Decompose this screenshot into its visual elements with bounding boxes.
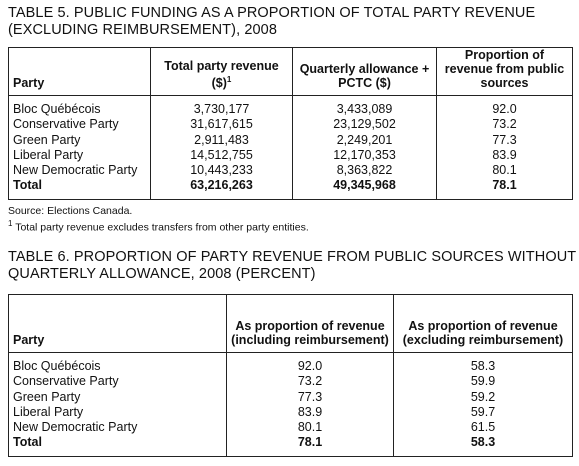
header-label: Party — [13, 333, 45, 347]
table-row: Green Party 2,911,483 2,249,201 77.3 — [9, 132, 573, 148]
cell-value: 23,129,502 — [292, 117, 437, 133]
cell-value: 83.9 — [226, 404, 394, 421]
table-row: New Democratic Party 80.1 61.5 — [9, 420, 573, 436]
cell-value: 77.3 — [436, 132, 573, 148]
table-body: Bloc Québécois 92.0 58.3 Conservative Party… — [9, 352, 573, 457]
table-row: Conservative Party 73.2 59.9 — [9, 374, 573, 390]
column-header: As proportion of revenue (including reim… — [226, 294, 394, 353]
table-row: Bloc Québécois 92.0 58.3 — [9, 352, 573, 375]
footnote: 1 Total party revenue excludes transfers… — [8, 219, 309, 234]
title-line: TABLE 6. PROPORTION OF PARTY REVENUE FRO… — [8, 249, 577, 265]
cell-value: 12,170,353 — [292, 147, 437, 164]
title-line: (EXCLUDING REIMBURSEMENT), 2008 — [8, 22, 277, 38]
total-value: 78.1 — [436, 178, 573, 200]
cell-value: 80.1 — [436, 163, 573, 179]
source: Source: Elections Canada. — [8, 205, 133, 217]
cell-value: 3,730,177 — [150, 95, 293, 118]
cell-value: 61.5 — [393, 420, 573, 436]
total-value: 49,345,968 — [292, 178, 437, 200]
title-line: TABLE 5. PUBLIC FUNDING AS A PROPORTION … — [8, 5, 536, 21]
party-name: Green Party — [13, 132, 81, 147]
party-name: Bloc Québécois — [13, 359, 101, 373]
table-body: Bloc Québécois 3,730,177 3,433,089 92.0 Cons… — [9, 95, 573, 200]
party-name: Conservative Party — [13, 117, 119, 132]
column-header: Party — [8, 47, 151, 96]
table-header: Party As proportion of revenue (including… — [8, 294, 573, 353]
cell-value: 59.7 — [393, 404, 573, 421]
party-name: New Democratic Party — [13, 163, 138, 178]
total-row: Total 78.1 58.3 — [9, 435, 573, 457]
table6-title: TABLE 6. PROPORTION OF PARTY REVENUE FRO… — [8, 249, 576, 283]
cell-value: 2,911,483 — [150, 132, 293, 148]
party-name: Bloc Québécois — [13, 102, 101, 116]
table-row: Bloc Québécois 3,730,177 3,433,089 92.0 — [9, 95, 573, 118]
party-name: Liberal Party — [13, 147, 84, 162]
column-header: Total party revenue ($)1 — [150, 47, 293, 96]
cell-value: 80.1 — [226, 420, 394, 436]
header-label: Quarterly allowance + PCTC ($) — [299, 62, 430, 90]
total-value: 63,216,263 — [150, 178, 293, 200]
header-label: Proportion of revenue from public source… — [444, 48, 565, 90]
cell-value: 2,249,201 — [292, 132, 437, 148]
total-label: Total — [13, 435, 42, 450]
cell-value: 58.3 — [393, 352, 573, 375]
party-name: Green Party — [13, 389, 81, 404]
table-row: Conservative Party 31,617,615 23,129,502 73… — [9, 117, 573, 133]
table-row: Liberal Party 83.9 59.7 — [9, 404, 573, 421]
total-row: Total 63,216,263 49,345,968 78.1 — [9, 178, 573, 200]
column-header: Party — [8, 294, 227, 353]
column-header: Proportion of revenue from public source… — [436, 47, 573, 96]
party-name: Conservative Party — [13, 374, 119, 389]
table5-title: TABLE 5. PUBLIC FUNDING AS A PROPORTION … — [8, 5, 535, 39]
cell-value: 14,512,755 — [150, 147, 293, 164]
cell-value: 92.0 — [226, 352, 394, 375]
cell-value: 77.3 — [226, 389, 394, 405]
cell-value: 59.9 — [393, 374, 573, 390]
footnote-marker: 1 — [8, 219, 13, 228]
cell-value: 73.2 — [226, 374, 394, 390]
header-label: Total party revenue ($) — [164, 58, 279, 90]
cell-value: 3,433,089 — [292, 95, 437, 118]
header-label: As proportion of revenue (including reim… — [231, 319, 389, 347]
total-value: 58.3 — [393, 435, 573, 457]
total-value: 78.1 — [226, 435, 394, 457]
total-label: Total — [13, 178, 42, 193]
header-row: Party As proportion of revenue (including… — [8, 294, 573, 353]
footnote-marker: 1 — [226, 74, 232, 84]
cell-value: 83.9 — [436, 147, 573, 164]
party-name: Liberal Party — [13, 404, 84, 419]
cell-value: 59.2 — [393, 389, 573, 405]
table-header: Party Total party revenue ($)1 Quarterly a… — [8, 47, 573, 96]
table6: Party As proportion of revenue (including… — [8, 294, 573, 457]
header-row: Party Total party revenue ($)1 Quarterly a… — [8, 47, 573, 96]
title-line: QUARTERLY ALLOWANCE, 2008 (PERCENT) — [8, 266, 316, 282]
cell-value: 92.0 — [436, 95, 573, 118]
table5: Party Total party revenue ($)1 Quarterly a… — [8, 47, 573, 200]
footnote-text: Total party revenue excludes transfers f… — [15, 221, 309, 234]
header-label: Party — [13, 76, 45, 90]
column-header: Quarterly allowance + PCTC ($) — [292, 47, 437, 96]
column-header: As proportion of revenue (excluding reim… — [393, 294, 573, 353]
table-row: Liberal Party 14,512,755 12,170,353 83.9 — [9, 147, 573, 164]
header-label: As proportion of revenue (excluding reim… — [402, 319, 564, 347]
table-row: Green Party 77.3 59.2 — [9, 389, 573, 405]
cell-value: 8,363,822 — [292, 163, 437, 179]
cell-value: 73.2 — [436, 117, 573, 133]
party-name: New Democratic Party — [13, 420, 138, 435]
cell-value: 10,443,233 — [150, 163, 293, 179]
table-row: New Democratic Party 10,443,233 8,363,822 8… — [9, 163, 573, 179]
cell-value: 31,617,615 — [150, 117, 293, 133]
